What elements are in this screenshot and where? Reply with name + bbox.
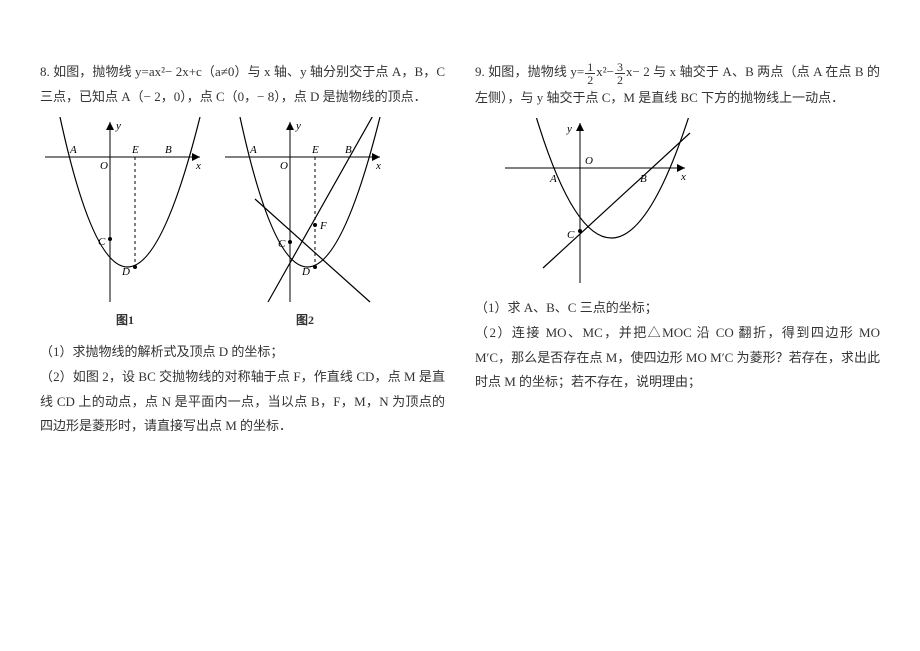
svg-text:O: O — [100, 160, 108, 172]
fig2-label: 图2 — [296, 309, 314, 332]
svg-text:x: x — [375, 160, 381, 172]
p9-q1: （1）求 A、B、C 三点的坐标； — [475, 296, 880, 321]
svg-text:C: C — [278, 238, 286, 250]
figure-row: A O E B x y C D 图1 — [40, 117, 445, 332]
svg-text:y: y — [566, 123, 572, 135]
svg-text:A: A — [549, 173, 557, 185]
figure-1: A O E B x y C D 图1 — [40, 117, 210, 332]
svg-text:O: O — [280, 160, 288, 172]
svg-text:B: B — [345, 144, 352, 156]
fig2-svg: A O E B x y F C D — [220, 117, 390, 307]
svg-text:y: y — [295, 120, 301, 132]
svg-text:E: E — [131, 144, 139, 156]
svg-text:C: C — [98, 236, 106, 248]
svg-text:E: E — [311, 144, 319, 156]
p8-q1: （1）求抛物线的解析式及顶点 D 的坐标； — [40, 340, 445, 365]
p9-intro: 9. 如图，抛物线 y=12x²−32x− 2 与 x 轴交于 A、B 两点（点… — [475, 60, 880, 110]
p8-intro: 8. 如图，抛物线 y=ax²− 2x+c（a≠0）与 x 轴、y 轴分别交于点… — [40, 60, 445, 109]
svg-text:A: A — [69, 144, 77, 156]
p8-q2: （2）如图 2，设 BC 交抛物线的对称轴于点 F，作直线 CD，点 M 是直线… — [40, 365, 445, 439]
fig1-label: 图1 — [116, 309, 134, 332]
svg-text:B: B — [165, 144, 172, 156]
frac-2: 32 — [615, 61, 625, 86]
svg-text:x: x — [195, 160, 201, 172]
svg-text:y: y — [115, 120, 121, 132]
figure-3: A O B x y C — [495, 118, 880, 288]
frac-1: 12 — [585, 61, 595, 86]
fig3-svg: A O B x y C — [495, 118, 695, 288]
svg-text:C: C — [567, 229, 575, 241]
svg-text:O: O — [585, 155, 593, 167]
svg-text:A: A — [249, 144, 257, 156]
p9-intro-b: x²− — [596, 64, 614, 79]
svg-text:x: x — [680, 171, 686, 183]
svg-text:B: B — [640, 173, 647, 185]
svg-text:D: D — [121, 266, 130, 278]
svg-text:D: D — [301, 266, 310, 278]
p9-intro-a: 9. 如图，抛物线 y= — [475, 64, 584, 79]
left-column: 8. 如图，抛物线 y=ax²− 2x+c（a≠0）与 x 轴、y 轴分别交于点… — [40, 60, 445, 439]
svg-text:F: F — [319, 220, 327, 232]
fig1-svg: A O E B x y C D — [40, 117, 210, 307]
p9-q2: （2）连接 MO、MC，并把△MOC 沿 CO 翻折，得到四边形 MO M′C，… — [475, 321, 880, 395]
right-column: 9. 如图，抛物线 y=12x²−32x− 2 与 x 轴交于 A、B 两点（点… — [475, 60, 880, 439]
figure-2: A O E B x y F C D 图2 — [220, 117, 390, 332]
